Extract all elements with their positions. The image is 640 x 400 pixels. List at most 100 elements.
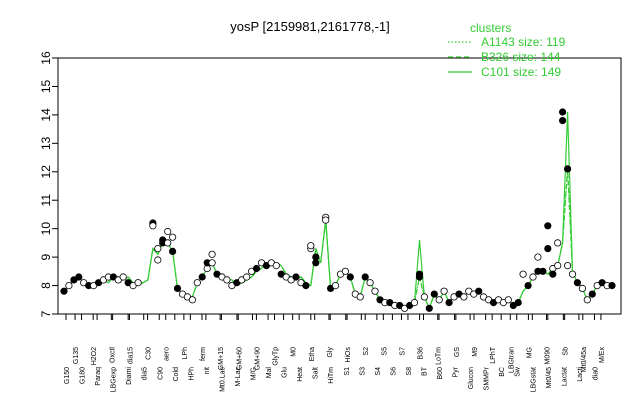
x-tick-label: GM+90 — [254, 347, 261, 370]
data-point — [149, 222, 157, 230]
data-point — [554, 261, 562, 270]
x-tick-label: S3 — [359, 367, 366, 376]
y-tick-label: 11 — [39, 194, 53, 207]
data-point — [578, 284, 587, 292]
data-point — [554, 239, 562, 247]
data-point — [475, 287, 483, 295]
x-tick-label: GlyTp — [273, 347, 280, 366]
x-tick-label: BC — [499, 367, 506, 377]
x-tick-label: S8 — [406, 367, 413, 376]
x-tick-label: LoTm — [436, 347, 443, 365]
x-tick-label: GM+15 — [218, 347, 225, 370]
data-point — [371, 287, 379, 295]
x-tick-label: S4 — [375, 367, 382, 376]
x-tick-label: Cold — [173, 367, 180, 382]
data-point — [188, 296, 196, 304]
x-tick-label: Salt — [313, 367, 320, 379]
data-point — [208, 259, 216, 267]
data-point — [356, 293, 364, 301]
data-point — [302, 281, 310, 290]
data-point — [164, 227, 172, 236]
data-point — [563, 165, 572, 173]
data-point — [272, 261, 280, 270]
data-point — [563, 261, 572, 270]
x-tick-label: H2O2 — [91, 347, 98, 365]
x-tick-label: Pyr — [453, 366, 460, 377]
data-point — [410, 298, 419, 307]
data-point — [539, 267, 547, 275]
data-point — [588, 290, 596, 298]
y-tick-label: 7 — [39, 310, 53, 317]
x-tick-label: Oxctl — [109, 347, 116, 363]
data-point — [558, 117, 567, 125]
data-point — [173, 284, 182, 292]
x-tick-label: Glucon — [468, 367, 475, 389]
data-point — [435, 296, 443, 304]
x-tick-label: aero — [164, 347, 171, 361]
data-point — [198, 273, 206, 281]
x-tick-label: M/G — [251, 367, 258, 380]
x-tick-label: B36 — [418, 347, 425, 360]
data-point — [608, 281, 616, 290]
y-tick-label: 14 — [39, 108, 53, 122]
x-tick-label: Diami — [126, 367, 133, 385]
data-point — [425, 304, 433, 312]
x-tick-label: BT — [421, 366, 428, 376]
data-point — [573, 279, 582, 287]
x-tick-label: Etha — [309, 347, 316, 362]
x-tick-label: M9 — [472, 347, 479, 357]
y-axis: 7 8 9 10 11 12 13 14 15 16 — [39, 51, 58, 317]
plot-frame — [57, 57, 622, 315]
data-point — [243, 273, 251, 281]
x-tick-label: SMMPr — [484, 366, 491, 390]
x-tick-label: Heat — [297, 367, 304, 382]
data-point — [169, 233, 177, 241]
data-point — [558, 108, 567, 116]
x-tick-label: S5 — [381, 347, 388, 356]
x-axis: G150 G180 Paraq LBGexp Diami dia5 C90 Cold HPh ni… — [64, 314, 606, 392]
data-point — [154, 245, 162, 253]
x-tick-label: M090 — [545, 347, 552, 365]
legend-label: A1143 size: 119 — [481, 35, 566, 49]
x-tick-label: Mt0/45 — [546, 367, 553, 389]
data-point — [504, 296, 512, 304]
data-point — [549, 270, 557, 278]
data-point — [331, 281, 340, 290]
data-point — [322, 216, 330, 224]
x-tick-label: Glu — [282, 367, 289, 378]
data-point — [307, 242, 315, 250]
x-tick-label: M-Lac — [235, 367, 242, 387]
data-point — [292, 273, 300, 281]
x-tick-label: S6 — [390, 367, 397, 376]
y-tick-label: 10 — [39, 222, 53, 236]
chart-title: yosP [2159981,2161778,-1] — [230, 19, 390, 34]
x-tick-label: LPhT — [490, 346, 497, 363]
data-point — [544, 245, 552, 253]
y-tick-label: 9 — [39, 253, 53, 260]
x-tick-label: C30 — [146, 347, 153, 360]
data-point — [346, 273, 354, 281]
x-tick-label: Mt0.Lac — [219, 367, 226, 392]
data-point — [420, 293, 428, 301]
x-tick-label: GS — [454, 347, 461, 357]
x-tick-label: C90 — [157, 367, 164, 380]
data-point — [514, 298, 522, 307]
y-tick-label: 13 — [39, 136, 53, 150]
x-tick-label: Paraq — [95, 367, 102, 386]
x-tick-label: Lactat — [561, 367, 568, 386]
x-tick-label: dia15 — [127, 347, 134, 364]
data-point — [60, 287, 68, 295]
legend-label: B326 size: 144 — [481, 50, 561, 64]
data-point — [534, 253, 542, 261]
data-point — [415, 270, 424, 278]
x-tick-label: LBGexp — [111, 367, 118, 392]
data-point — [164, 239, 172, 247]
legend-title: clusters — [470, 21, 511, 35]
x-tick-label: S7 — [399, 347, 406, 356]
data-point — [75, 273, 83, 281]
data-point — [341, 267, 349, 275]
x-tick-label: M0 — [291, 347, 298, 357]
